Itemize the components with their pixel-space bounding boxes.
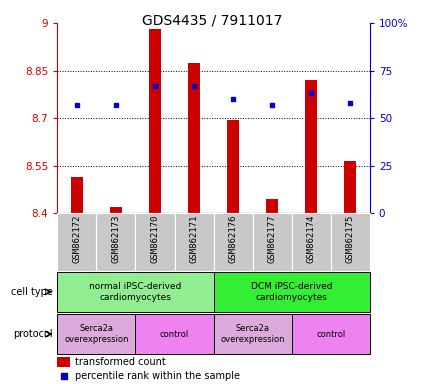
FancyBboxPatch shape — [331, 213, 370, 271]
Text: GSM862172: GSM862172 — [72, 215, 82, 263]
Bar — [227, 120, 239, 213]
FancyBboxPatch shape — [175, 213, 213, 271]
FancyBboxPatch shape — [136, 314, 213, 354]
Text: GDS4435 / 7911017: GDS4435 / 7911017 — [142, 13, 283, 27]
Bar — [305, 80, 317, 213]
Bar — [188, 63, 200, 213]
Text: percentile rank within the sample: percentile rank within the sample — [74, 371, 240, 381]
Bar — [110, 207, 122, 213]
Bar — [71, 177, 83, 213]
FancyBboxPatch shape — [213, 271, 370, 312]
Text: GSM862173: GSM862173 — [111, 215, 120, 263]
Text: GSM862174: GSM862174 — [307, 215, 316, 263]
Text: GSM862176: GSM862176 — [229, 215, 238, 263]
Text: GSM862171: GSM862171 — [190, 215, 198, 263]
Text: cell type: cell type — [11, 287, 53, 297]
Bar — [266, 199, 278, 213]
FancyBboxPatch shape — [57, 271, 213, 312]
Text: normal iPSC-derived
cardiomyocytes: normal iPSC-derived cardiomyocytes — [89, 282, 181, 301]
FancyBboxPatch shape — [57, 314, 136, 354]
FancyBboxPatch shape — [213, 213, 252, 271]
Text: Serca2a
overexpression: Serca2a overexpression — [64, 324, 129, 344]
Text: DCM iPSC-derived
cardiomyocytes: DCM iPSC-derived cardiomyocytes — [251, 282, 332, 301]
Text: protocol: protocol — [14, 329, 53, 339]
Text: GSM862177: GSM862177 — [268, 215, 277, 263]
Bar — [57, 357, 70, 367]
FancyBboxPatch shape — [252, 213, 292, 271]
FancyBboxPatch shape — [96, 213, 136, 271]
FancyBboxPatch shape — [57, 213, 96, 271]
Text: transformed count: transformed count — [74, 357, 165, 367]
Text: GSM862175: GSM862175 — [346, 215, 355, 263]
Text: control: control — [316, 329, 346, 339]
FancyBboxPatch shape — [292, 213, 331, 271]
Text: control: control — [160, 329, 189, 339]
Bar — [344, 161, 356, 213]
Text: Serca2a
overexpression: Serca2a overexpression — [220, 324, 285, 344]
FancyBboxPatch shape — [136, 213, 175, 271]
FancyBboxPatch shape — [292, 314, 370, 354]
FancyBboxPatch shape — [213, 314, 292, 354]
Bar — [149, 29, 161, 213]
Text: GSM862170: GSM862170 — [150, 215, 159, 263]
